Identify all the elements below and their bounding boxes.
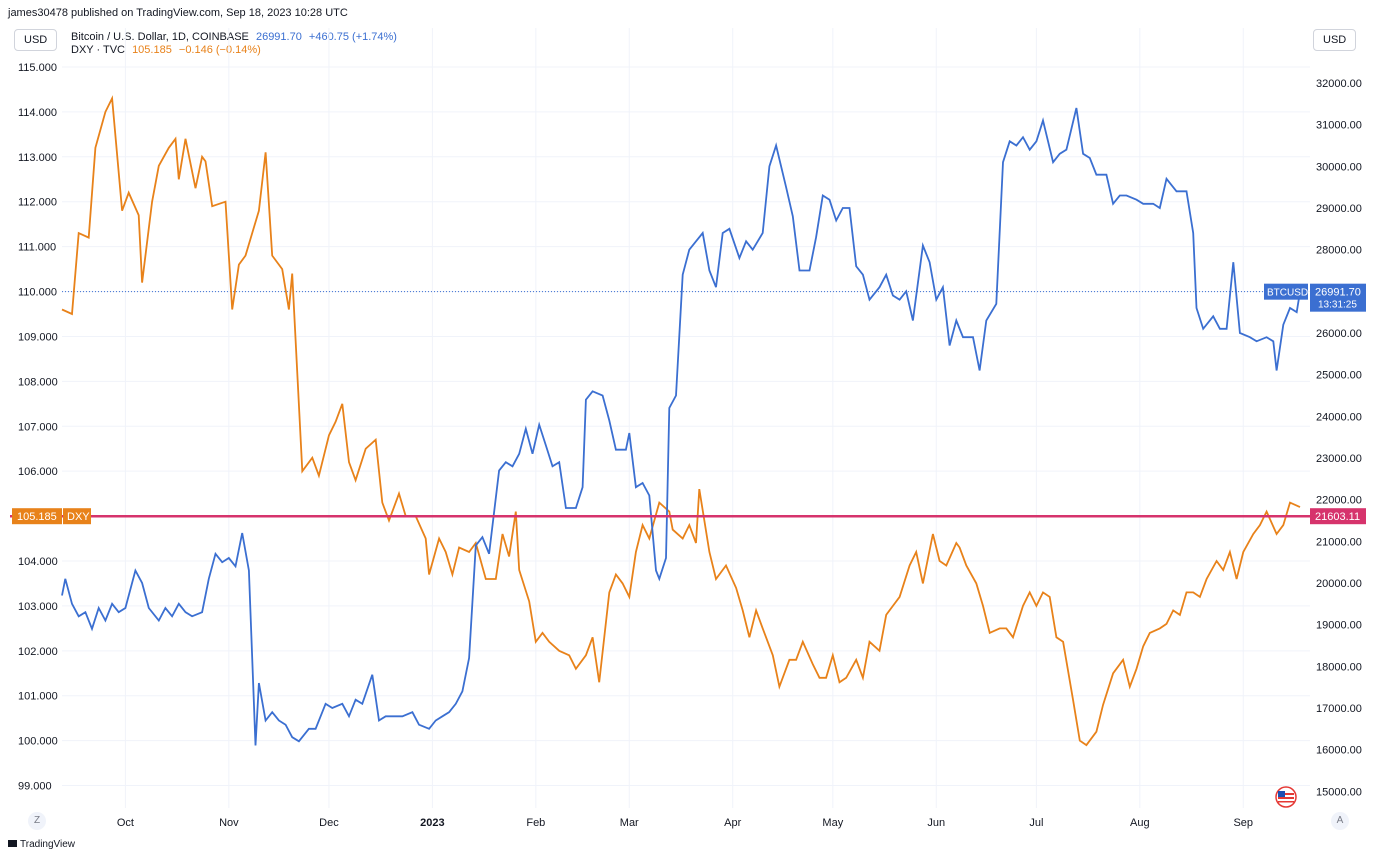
right-tick-label: 17000.00 bbox=[1316, 703, 1362, 715]
btc-countdown: 13:31:25 bbox=[1318, 300, 1357, 311]
left-tick-label: 106.000 bbox=[18, 466, 58, 478]
left-tick-label: 103.000 bbox=[18, 601, 58, 613]
time-tick-label: Apr bbox=[724, 817, 741, 829]
time-tick-label: Nov bbox=[219, 817, 239, 829]
time-tick-label: May bbox=[822, 817, 843, 829]
btc-price-tag-value: 26991.70 bbox=[1315, 287, 1361, 299]
left-price-axis: 115.000 114.000 113.000 112.000 111.000 110.0… bbox=[18, 62, 58, 793]
time-tick-label: Jun bbox=[927, 817, 945, 829]
left-tick-label: 104.000 bbox=[18, 556, 58, 568]
left-tick-label: 115.000 bbox=[18, 62, 57, 74]
left-tick-label: 111.000 bbox=[18, 242, 56, 254]
time-tick-label: Jul bbox=[1029, 817, 1043, 829]
left-tick-label: 99.000 bbox=[18, 781, 52, 793]
btc-legend-symbol: Bitcoin / U.S. Dollar, 1D, COINBASE bbox=[71, 31, 249, 43]
right-tick-label: 23000.00 bbox=[1316, 453, 1362, 465]
left-tick-label: 101.000 bbox=[18, 691, 58, 703]
left-tick-label: 100.000 bbox=[18, 736, 58, 748]
time-tick-label: Sep bbox=[1233, 817, 1253, 829]
left-tick-label: 108.000 bbox=[18, 376, 58, 388]
btc-name-tag-bg bbox=[1264, 283, 1308, 300]
time-axis: Oct Nov Dec 2023 Feb Mar Apr May Jun Jul Aug Sep bbox=[117, 817, 1253, 829]
right-tick-label: 31000.00 bbox=[1316, 120, 1362, 132]
btc-name-tag: BTCUSD bbox=[1267, 288, 1308, 299]
btc-legend-row[interactable]: Bitcoin / U.S. Dollar, 1D, COINBASE 2699… bbox=[71, 31, 397, 44]
auto-scale-button[interactable]: A bbox=[1331, 812, 1349, 830]
dxy-legend-symbol: DXY · TVC bbox=[71, 44, 125, 56]
left-tick-label: 113.000 bbox=[18, 152, 57, 164]
tradingview-logo-icon bbox=[8, 840, 17, 847]
us-flag-icon[interactable] bbox=[1273, 786, 1299, 808]
dxy-name-tag-bg bbox=[63, 508, 91, 525]
btc-legend-change: +460.75 (+1.74%) bbox=[308, 31, 397, 43]
right-tick-label: 20000.00 bbox=[1316, 578, 1362, 590]
dxy-name-tag: DXY bbox=[67, 511, 90, 523]
time-tick-label: Aug bbox=[1130, 817, 1150, 829]
chart-legend: Bitcoin / U.S. Dollar, 1D, COINBASE 2699… bbox=[71, 31, 397, 57]
right-tick-label: 19000.00 bbox=[1316, 620, 1362, 632]
right-tick-label: 30000.00 bbox=[1316, 161, 1362, 173]
tradingview-logo: TradingView bbox=[8, 839, 75, 850]
right-tick-label: 24000.00 bbox=[1316, 411, 1362, 423]
right-tick-label: 22000.00 bbox=[1316, 495, 1362, 507]
time-tick-label: Mar bbox=[620, 817, 639, 829]
right-tick-label: 25000.00 bbox=[1316, 370, 1362, 382]
left-unit-button[interactable]: USD bbox=[14, 29, 58, 51]
time-tick-label: Oct bbox=[117, 817, 134, 829]
right-tick-label: 28000.00 bbox=[1316, 245, 1362, 257]
right-tick-label: 21000.00 bbox=[1316, 536, 1362, 548]
dxy-legend-value: 105.185 bbox=[132, 44, 172, 56]
left-tick-label: 110.000 bbox=[18, 287, 57, 299]
left-tick-label: 107.000 bbox=[18, 421, 58, 433]
grid bbox=[62, 28, 1310, 808]
btc-series-line bbox=[61, 107, 1301, 746]
zoom-fit-button[interactable]: Z bbox=[28, 812, 46, 830]
right-tick-label: 16000.00 bbox=[1316, 745, 1362, 757]
right-unit-button[interactable]: USD bbox=[1313, 29, 1357, 51]
dxy-price-tag-value: 105.185 bbox=[17, 511, 57, 523]
hline-value-tag-bg bbox=[1310, 508, 1366, 525]
right-tick-label: 27000.00 bbox=[1316, 286, 1362, 298]
btc-price-tag-bg bbox=[1310, 283, 1366, 312]
right-price-axis: 32000.00 31000.00 30000.00 29000.00 28000.00… bbox=[1316, 78, 1362, 798]
time-tick-label: Feb bbox=[526, 817, 545, 829]
tradingview-logo-text: TradingView bbox=[20, 839, 76, 850]
dxy-price-tag-bg bbox=[12, 508, 62, 525]
hline-value-tag: 21603.11 bbox=[1315, 511, 1360, 523]
right-tick-label: 18000.00 bbox=[1316, 661, 1362, 673]
dxy-legend-change: −0.146 (−0.14%) bbox=[178, 44, 261, 56]
right-tick-label: 15000.00 bbox=[1316, 786, 1362, 798]
time-tick-label: 2023 bbox=[420, 817, 444, 829]
left-tick-label: 109.000 bbox=[18, 331, 58, 343]
left-tick-label: 105.000 bbox=[18, 511, 58, 523]
dxy-legend-row[interactable]: DXY · TVC 105.185 −0.146 (−0.14%) bbox=[71, 44, 397, 57]
time-tick-label: Dec bbox=[319, 817, 339, 829]
right-tick-label: 26000.00 bbox=[1316, 328, 1362, 340]
left-tick-label: 112.000 bbox=[18, 197, 57, 209]
btc-legend-value: 26991.70 bbox=[255, 31, 302, 43]
left-tick-label: 114.000 bbox=[18, 107, 57, 119]
dxy-series-line bbox=[61, 95, 1301, 747]
publish-info: james30478 published on TradingView.com,… bbox=[8, 7, 348, 19]
right-tick-label: 29000.00 bbox=[1316, 203, 1362, 215]
right-tick-label: 32000.00 bbox=[1316, 78, 1362, 90]
left-tick-label: 102.000 bbox=[18, 646, 58, 658]
